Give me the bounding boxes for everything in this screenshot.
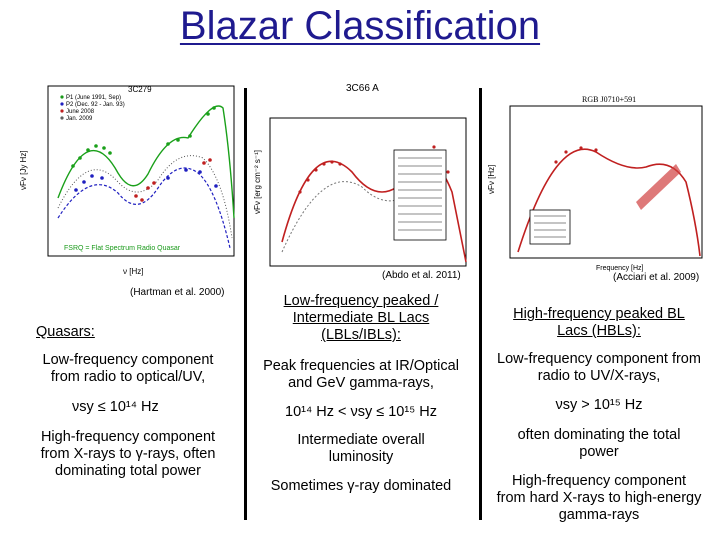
page-title: Blazar Classification — [179, 4, 541, 48]
lbl-nu-sy: 10¹⁴ Hz < νsy ≤ 10¹⁵ Hz — [285, 404, 437, 420]
svg-text:νFν [Jy Hz]: νFν [Jy Hz] — [19, 150, 28, 190]
svg-text:νFν [Hz]: νFν [Hz] — [487, 165, 496, 194]
plot-3c66a: νFν [erg cm⁻² s⁻¹] — [252, 92, 472, 268]
citation-hartman: (Hartman et al. 2000) — [130, 287, 225, 298]
heading-quasars: Quasars: — [36, 324, 95, 340]
hbl-low-frequency: Low-frequency component from radio to UV… — [497, 351, 701, 384]
citation-abdo: (Abdo et al. 2011) — [382, 270, 461, 281]
sed-plot-3c66a: νFν [erg cm⁻² s⁻¹] — [253, 117, 467, 267]
column-hbl: High-frequency peaked BL Lacs (HBLs): Lo… — [490, 306, 708, 524]
column-lbl-ibl: Low-frequency peaked / Intermediate BL L… — [254, 293, 468, 495]
quasars-nu-sy: νsy ≤ 10¹⁴ Hz — [72, 399, 159, 415]
source-label-3c66a: 3C66 A — [346, 83, 379, 94]
svg-text:P2 (Dec. 92 - Jan. 93): P2 (Dec. 92 - Jan. 93) — [66, 102, 125, 108]
citation-acciari: (Acciari et al. 2009) — [613, 272, 700, 283]
svg-text:June 2008: June 2008 — [66, 109, 95, 115]
quasars-high-frequency: High-frequency component from X-rays to … — [40, 429, 216, 479]
hbl-high-frequency: High-frequency component from hard X-ray… — [496, 473, 702, 523]
column-divider-left — [244, 88, 247, 520]
svg-text:P1 (June 1991, Sep): P1 (June 1991, Sep) — [66, 95, 121, 101]
plot-footer: FSRQ = Flat Spectrum Radio Quasar — [64, 245, 181, 252]
column-quasars: Quasars: Low-frequency component from ra… — [30, 324, 226, 480]
sed-plot-rgbj0710: RGB J0710+591 νFν [Hz] Frequency [Hz] — [487, 95, 703, 272]
hbl-power: often dominating the total power — [517, 427, 681, 460]
svg-text:νFν [erg cm⁻² s⁻¹]: νFν [erg cm⁻² s⁻¹] — [253, 150, 262, 214]
plot-3c279: 3C279 νFν [Jy Hz] ν [Hz] P1 (June 1991, … — [18, 78, 240, 276]
lbl-peak-frequencies: Peak frequencies at IR/Optical and GeV g… — [263, 358, 459, 391]
sed-plot-3c279: 3C279 νFν [Jy Hz] ν [Hz] P1 (June 1991, … — [19, 85, 235, 276]
hbl-nu-sy: νsy > 10¹⁵ Hz — [555, 397, 643, 413]
lbl-gamma-dominated: Sometimes γ-ray dominated — [270, 478, 452, 494]
column-divider-right — [479, 88, 482, 520]
svg-text:Jan. 2009: Jan. 2009 — [66, 116, 93, 122]
heading-lbl-ibl: Low-frequency peaked / Intermediate BL L… — [283, 293, 439, 343]
source-label: RGB J0710+591 — [582, 95, 636, 104]
quasars-low-frequency: Low-frequency component from radio to op… — [42, 352, 214, 385]
heading-hbl: High-frequency peaked BL Lacs (HBLs): — [513, 306, 685, 339]
plot-rgbj0710: RGB J0710+591 νFν [Hz] Frequency [Hz] — [486, 92, 706, 272]
svg-text:Frequency [Hz]: Frequency [Hz] — [596, 265, 644, 272]
lbl-luminosity: Intermediate overall luminosity — [297, 432, 425, 465]
svg-text:ν [Hz]: ν [Hz] — [123, 267, 143, 276]
source-label: 3C279 — [128, 85, 152, 94]
